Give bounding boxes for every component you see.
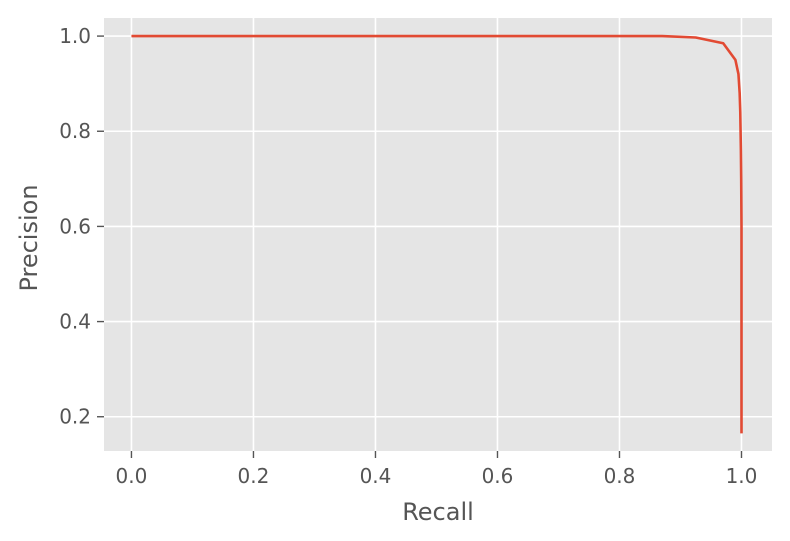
y-tick-label: 0.4 [59,310,91,334]
precision-recall-line [131,34,743,434]
series-layer [131,34,743,434]
y-axis-label: Precision [15,184,43,291]
x-tick-label: 0.4 [360,464,392,488]
x-tick-label: 0.2 [238,464,270,488]
y-tick-label: 0.8 [59,119,91,143]
y-tick-label: 1.0 [59,24,91,48]
x-tick-label: 0.6 [482,464,514,488]
y-tick-label: 0.2 [59,405,91,429]
x-tick-label: 1.0 [726,464,758,488]
x-axis-label: Recall [402,498,474,526]
y-tick-label: 0.6 [59,214,91,238]
x-tick-label: 0.8 [604,464,636,488]
axis-ticks: 0.0 0.2 0.4 0.6 0.8 1.0 0.2 0.4 0.6 0.8 1.0 [59,24,757,488]
x-tick-label: 0.0 [116,464,148,488]
plot-background [104,18,772,451]
